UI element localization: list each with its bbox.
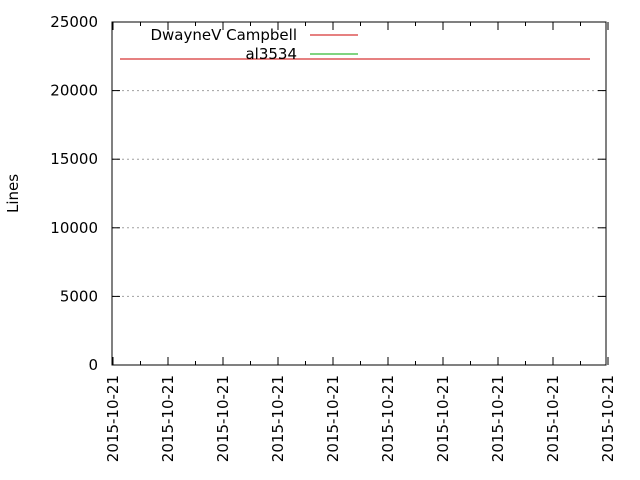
y-tick-label: 10000 [50,219,98,237]
y-tick-label: 0 [88,356,98,374]
y-tick-label: 5000 [60,287,98,305]
y-tick-label: 25000 [50,13,98,31]
x-tick-label: 2015-10-21 [269,375,287,462]
x-tick-label: 2015-10-21 [379,375,397,462]
legend-label: DwayneV Campbell [150,26,297,44]
x-tick-label: 2015-10-21 [214,375,232,462]
legend-label: al3534 [245,45,297,63]
y-axis-ticks: 0 5000 10000 15000 20000 25000 [50,13,606,374]
grid-lines [112,90,606,297]
x-tick-label: 2015-10-21 [434,375,452,462]
x-tick-label: 2015-10-21 [489,375,507,462]
x-tick-label: 2015-10-21 [104,375,122,462]
x-tick-label: 2015-10-21 [599,375,617,462]
x-tick-label: 2015-10-21 [544,375,562,462]
plot-frame [111,21,607,366]
x-tick-label: 2015-10-21 [324,375,342,462]
x-tick-label: 2015-10-21 [159,375,177,462]
x-axis-ticks: 2015-10-21 2015-10-21 2015-10-21 2015-10-21… [104,22,617,462]
y-axis-label: Lines [4,174,22,213]
y-tick-label: 20000 [50,82,98,100]
y-tick-label: 15000 [50,150,98,168]
